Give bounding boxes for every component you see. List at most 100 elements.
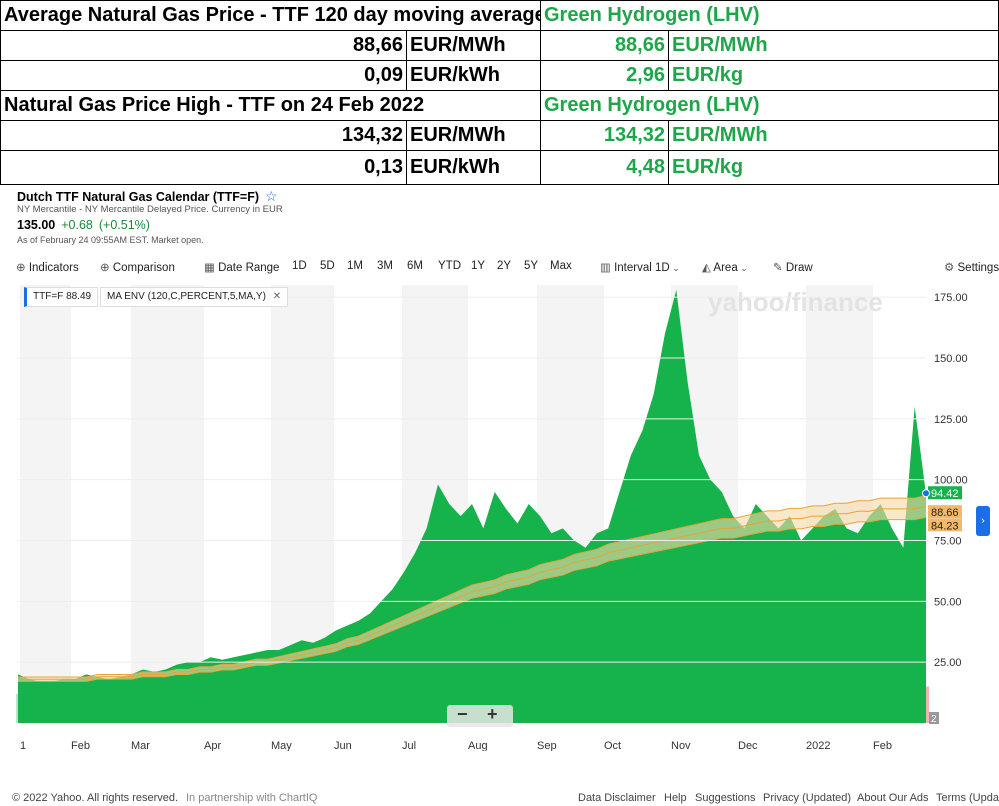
interval-label: Interval bbox=[614, 262, 652, 274]
range-5d[interactable]: 5D bbox=[320, 260, 335, 272]
x-tick-label: Nov bbox=[671, 740, 691, 751]
ma-envelope-band bbox=[18, 495, 926, 682]
range-3m[interactable]: 3M bbox=[377, 260, 393, 272]
x-tick-label: Feb bbox=[71, 740, 90, 751]
indicators-button[interactable]: ⊕ Indicators bbox=[16, 260, 79, 274]
draw-button[interactable]: ✎ Draw bbox=[773, 260, 813, 274]
legend-ttf[interactable]: TTF=F 88.49 bbox=[24, 287, 99, 307]
chart-area[interactable]: yahoo/finance 175.00 150.00 125.00 100.00 75… bbox=[15, 281, 999, 752]
area-chart-icon: ◭ bbox=[702, 262, 711, 274]
range-max[interactable]: Max bbox=[550, 260, 572, 272]
h2-mwh-unit-1: EUR/MWh bbox=[667, 30, 999, 61]
zoom-control: − + bbox=[447, 704, 513, 727]
month-band bbox=[131, 285, 204, 723]
volume-tag: 2 bbox=[931, 714, 937, 725]
footer-copyright: © 2022 Yahoo. All rights reserved. bbox=[12, 792, 179, 804]
price-area-series bbox=[18, 289, 926, 723]
x-tick-label: Sep bbox=[537, 740, 557, 751]
footer-link-ads[interactable]: About Our Ads bbox=[857, 792, 929, 804]
footer-link-disclaimer[interactable]: Data Disclaimer bbox=[578, 792, 656, 804]
h2-kg-unit-2: EUR/kg bbox=[667, 150, 999, 185]
avg-gas-mwh-unit: EUR/MWh bbox=[406, 30, 541, 61]
price-tag-current-bg bbox=[928, 486, 962, 500]
ma-envelope-lower-line bbox=[18, 516, 927, 682]
plus-circle-icon: ⊕ bbox=[16, 262, 26, 274]
draw-label: Draw bbox=[785, 262, 813, 274]
footer-link-privacy[interactable]: Privacy (Updated) bbox=[763, 792, 852, 804]
footer-partner: In partnership with ChartIQ bbox=[186, 792, 318, 804]
range-6m[interactable]: 6M bbox=[407, 260, 423, 272]
comparison-button[interactable]: ⊕ Comparison bbox=[100, 260, 175, 274]
star-icon[interactable]: ☆ bbox=[265, 188, 278, 204]
x-tick-label: May bbox=[271, 740, 292, 751]
quote-title-text: Dutch TTF Natural Gas Calendar (TTF=F) bbox=[17, 190, 260, 204]
legend-ma-env[interactable]: MA ENV (120,C,PERCENT,5,MA,Y) ✕ bbox=[100, 287, 289, 307]
footer-link-help[interactable]: Help bbox=[664, 792, 687, 804]
high-gas-kwh-value: 0,13 bbox=[0, 150, 407, 185]
price-tag-ma-low: 84.23 bbox=[931, 520, 959, 532]
high-gas-kwh-unit: EUR/kWh bbox=[406, 150, 541, 185]
interval-select[interactable]: ▥ Interval 1D ⌄ bbox=[600, 260, 680, 274]
yahoo-chart-panel: Dutch TTF Natural Gas Calendar (TTF=F) ☆ … bbox=[0, 188, 999, 806]
high-gas-mwh-unit: EUR/MWh bbox=[406, 120, 541, 151]
x-axis: 1 Feb Mar Apr May Jun Jul Aug Sep Oct Nov Dec 2022 Fe… bbox=[20, 740, 892, 752]
range-1m[interactable]: 1M bbox=[347, 260, 363, 272]
x-tick-label: Jul bbox=[402, 740, 416, 751]
chevron-down-icon: ⌄ bbox=[737, 263, 748, 273]
summary-row-3: 0,09 EUR/kWh 2,96 EUR/kg bbox=[0, 60, 999, 91]
y-axis: 175.00 150.00 125.00 100.00 75.00 50.00 25.00 bbox=[18, 292, 968, 669]
chevron-right-icon[interactable]: › bbox=[976, 506, 990, 536]
close-icon[interactable]: ✕ bbox=[272, 291, 282, 302]
chart-type-select[interactable]: ◭ Area ⌄ bbox=[702, 260, 748, 274]
x-tick-label: 1 bbox=[20, 740, 26, 751]
chart-type-label: Area bbox=[713, 262, 738, 274]
range-5y[interactable]: 5Y bbox=[524, 260, 539, 272]
x-tick-label: Dec bbox=[738, 740, 758, 751]
h2-kg-unit-1: EUR/kg bbox=[667, 60, 999, 91]
footer-link-terms[interactable]: Terms (Updated) bbox=[936, 792, 999, 804]
legend-ttf-symbol: TTF=F bbox=[33, 291, 64, 302]
h2-kg-value-1: 2,96 bbox=[540, 60, 669, 91]
gear-icon: ⚙ bbox=[944, 262, 955, 274]
footer-link-suggestions[interactable]: Suggestions bbox=[695, 792, 756, 804]
h2-heading-1: Green Hydrogen (LHV) bbox=[539, 0, 999, 31]
quote-change: +0.68 bbox=[61, 218, 93, 232]
high-gas-mwh-value: 134,32 bbox=[0, 120, 407, 151]
settings-button[interactable]: ⚙ Settings bbox=[944, 260, 999, 274]
price-chart-svg[interactable]: yahoo/finance 175.00150.00125.00100.0075… bbox=[15, 281, 999, 752]
high-gas-heading: Natural Gas Price High - TTF on 24 Feb 2… bbox=[0, 90, 541, 121]
avg-gas-heading: Average Natural Gas Price - TTF 120 day … bbox=[0, 0, 541, 31]
yahoo-finance-watermark: yahoo/finance bbox=[708, 287, 883, 317]
summary-row-4: Natural Gas Price High - TTF on 24 Feb 2… bbox=[0, 90, 999, 121]
range-1y[interactable]: 1Y bbox=[471, 260, 486, 272]
indicators-label: Indicators bbox=[28, 262, 79, 274]
range-1d[interactable]: 1D bbox=[292, 260, 307, 272]
price-tag-ma-mid: 88.66 bbox=[931, 507, 959, 519]
quote-title: Dutch TTF Natural Gas Calendar (TTF=F) ☆ bbox=[17, 188, 278, 205]
h2-mwh-unit-2: EUR/MWh bbox=[667, 120, 999, 151]
h2-mwh-value-2: 134,32 bbox=[540, 120, 669, 151]
y-tick-label: 25.00 bbox=[934, 657, 962, 669]
summary-row-2: 88,66 EUR/MWh 88,66 EUR/MWh bbox=[0, 30, 999, 61]
y-tick-label: 150.00 bbox=[934, 353, 968, 365]
y-tick-label: 100.00 bbox=[934, 475, 968, 487]
h2-heading-2: Green Hydrogen (LHV) bbox=[539, 90, 999, 121]
zoom-in-button[interactable]: + bbox=[487, 704, 498, 724]
legend-ttf-value: 88.49 bbox=[66, 291, 92, 302]
zoom-out-button[interactable]: − bbox=[457, 704, 468, 724]
range-2y[interactable]: 2Y bbox=[497, 260, 512, 272]
x-tick-label: Feb bbox=[873, 740, 892, 751]
month-band bbox=[20, 285, 71, 723]
x-tick-label: Oct bbox=[604, 740, 621, 751]
price-tag-ma-mid-bg bbox=[928, 505, 962, 519]
volume-tag-bg bbox=[929, 712, 939, 724]
price-tag-ma-low-bg bbox=[928, 518, 962, 532]
footer: © 2022 Yahoo. All rights reserved. In pa… bbox=[0, 788, 999, 806]
date-range-label: Date Range bbox=[218, 262, 280, 274]
interval-value: 1D bbox=[655, 262, 670, 274]
ma-envelope-upper-line bbox=[18, 495, 927, 678]
date-range-button[interactable]: ▦ Date Range bbox=[204, 260, 279, 274]
range-ytd[interactable]: YTD bbox=[438, 260, 461, 272]
y-tick-label: 175.00 bbox=[934, 292, 968, 304]
